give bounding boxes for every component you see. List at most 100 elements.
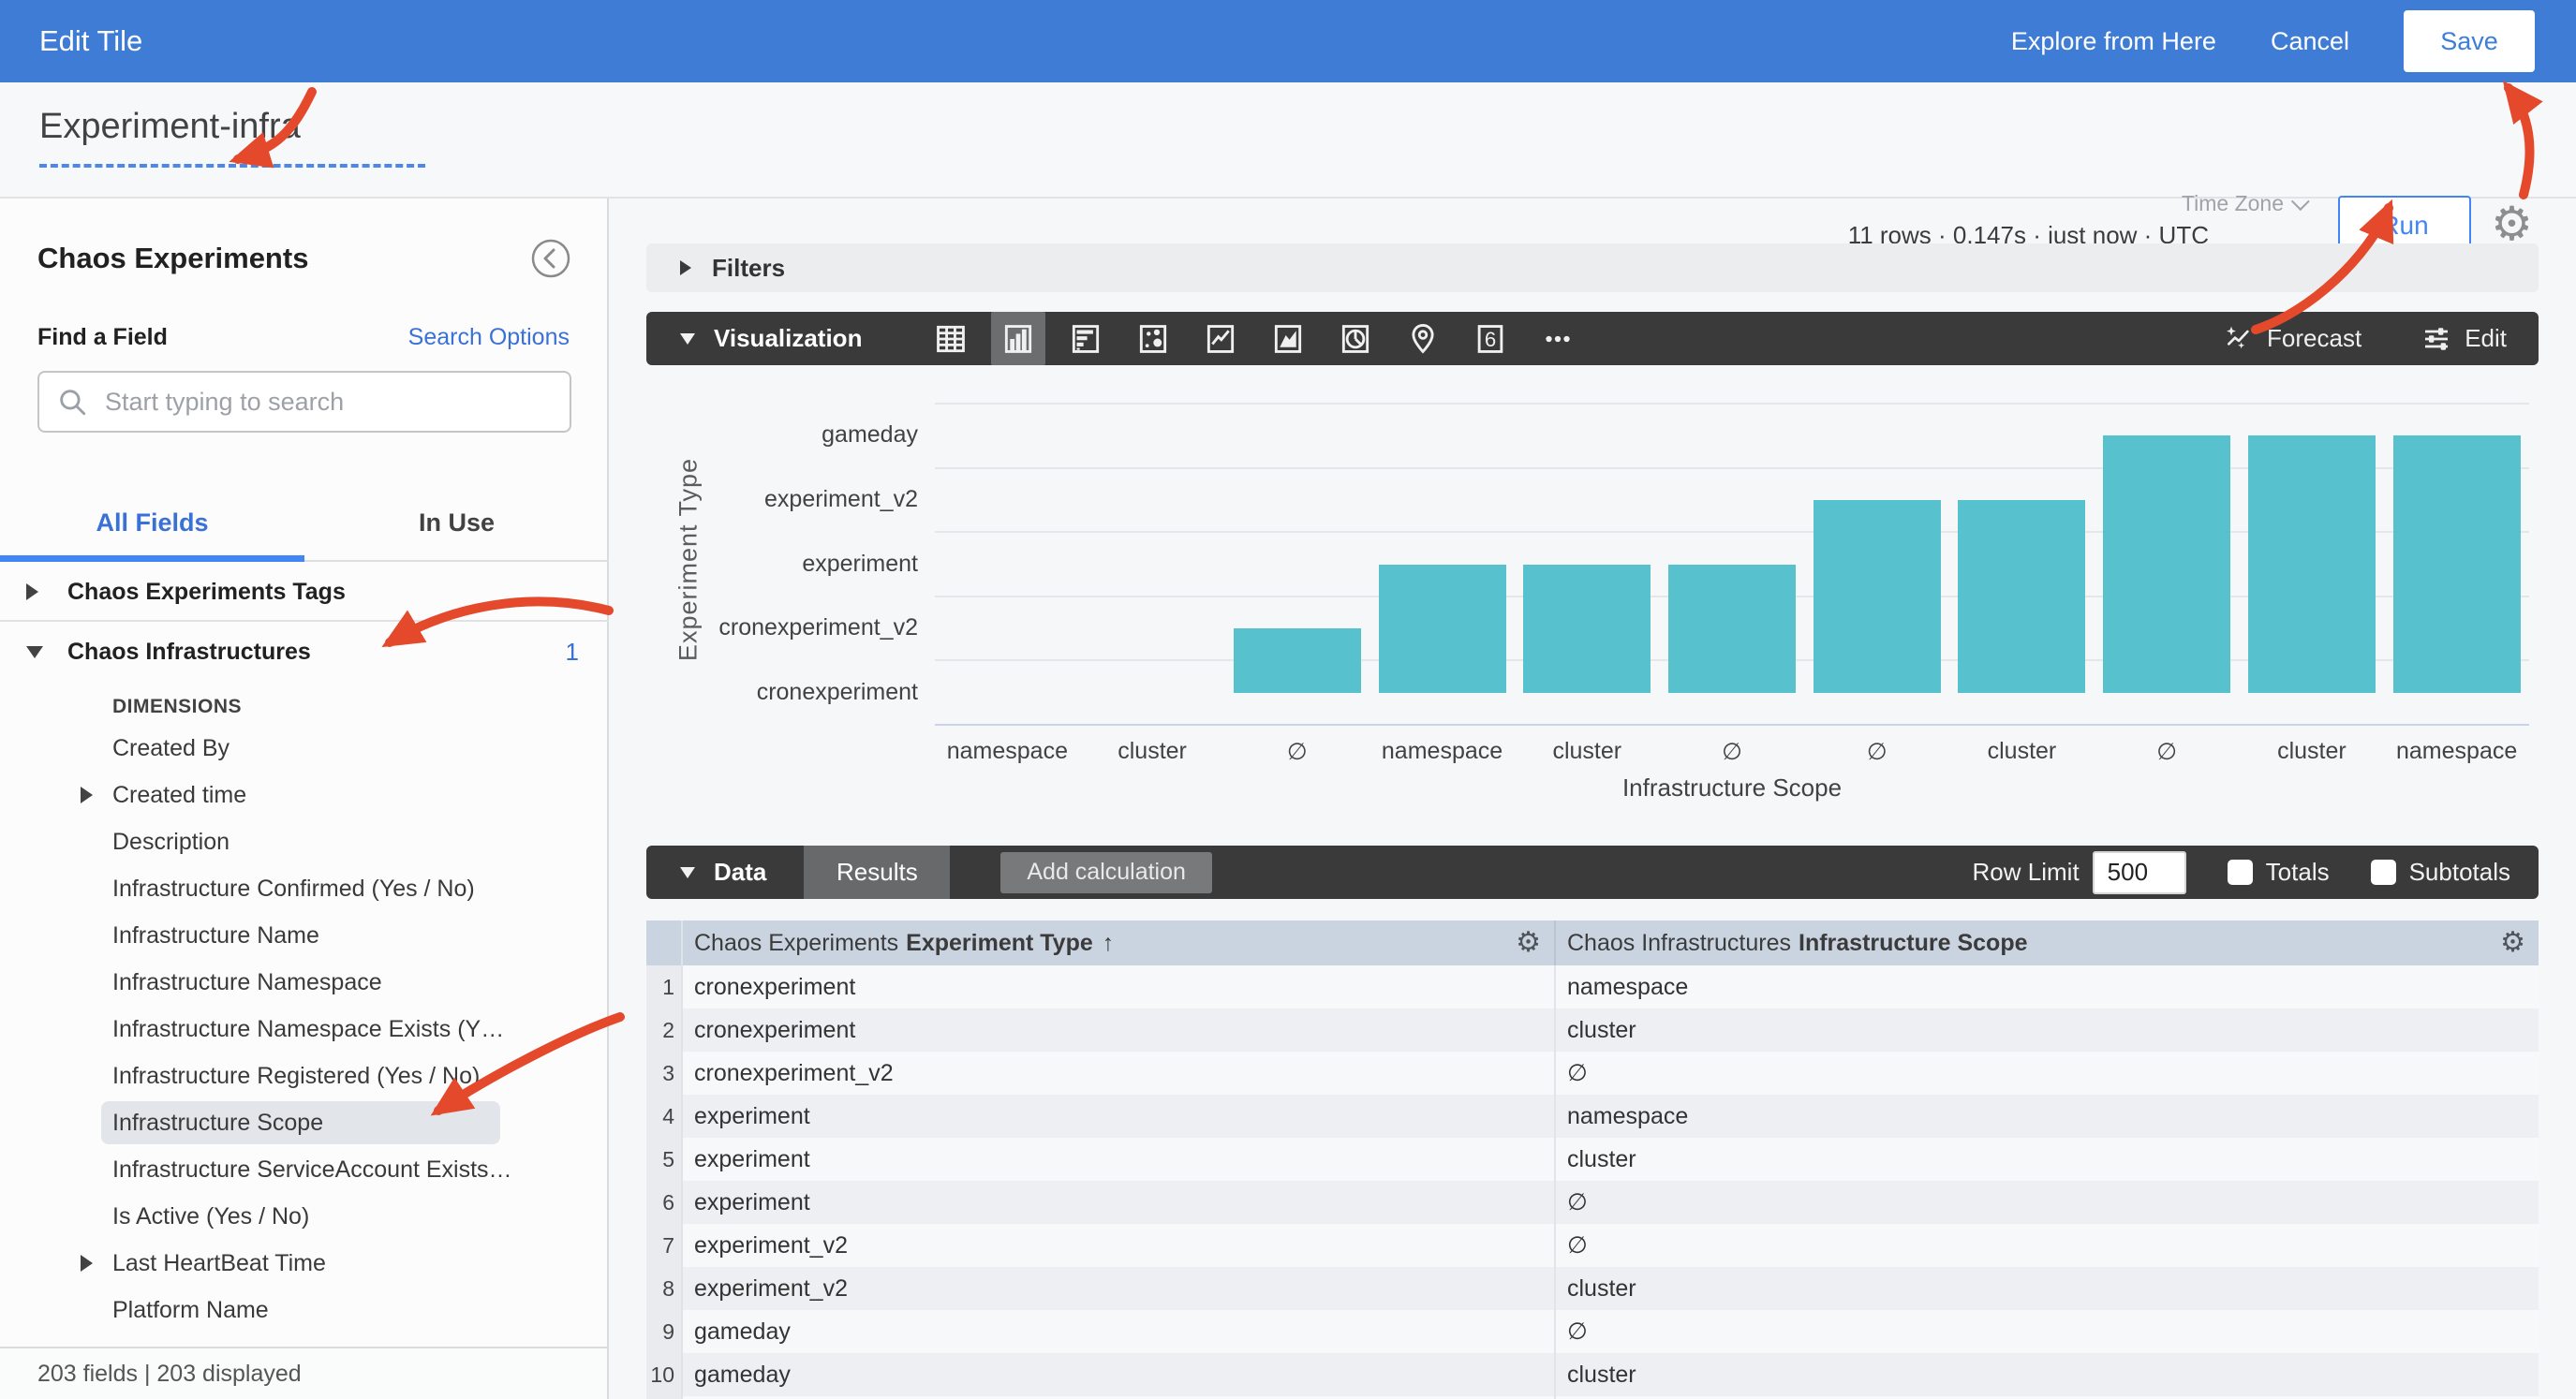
cell-experiment-type[interactable]: cronexperiment	[683, 1009, 1556, 1052]
chart-bar[interactable]	[2392, 435, 2521, 693]
cell-infrastructure-scope[interactable]: namespace	[1567, 1102, 1689, 1129]
viz-type-scatter-icon[interactable]	[1126, 312, 1180, 365]
results-table: Chaos Experiments Experiment Type ↑ ⚙ Ch…	[646, 920, 2539, 1399]
sidebar-item-infrastructure-name[interactable]: Infrastructure Name	[0, 912, 609, 959]
cell-infrastructure-scope[interactable]: ∅	[1567, 1060, 1588, 1086]
tab-in-use[interactable]: In Use	[418, 508, 496, 537]
gear-icon[interactable]: ⚙	[2491, 197, 2533, 251]
collapse-sidebar-icon[interactable]	[530, 238, 571, 279]
cell-experiment-type[interactable]: experiment	[683, 1181, 1556, 1224]
results-tab[interactable]: Results	[804, 846, 951, 899]
edit-viz-button[interactable]: Edit	[2421, 324, 2507, 354]
y-tick-label: cronexperiment_v2	[718, 614, 918, 641]
viz-type-more-icon[interactable]	[1531, 312, 1585, 365]
viz-type-bar-icon[interactable]	[1059, 312, 1113, 365]
sidebar-item-infrastructure-registered-yes-no[interactable]: Infrastructure Registered (Yes / No)	[0, 1053, 609, 1099]
column-header-infrastructure-scope[interactable]: Chaos Infrastructures Infrastructure Sco…	[1556, 920, 2539, 965]
search-input[interactable]	[105, 387, 553, 417]
viz-type-area-icon[interactable]	[1261, 312, 1315, 365]
row-limit-input[interactable]	[2092, 850, 2186, 894]
sidebar-item-chaos-experiments-tags[interactable]: Chaos Experiments Tags	[0, 569, 609, 614]
chart-bar[interactable]	[1958, 499, 2086, 693]
sidebar-item-is-active-yes-no[interactable]: Is Active (Yes / No)	[0, 1193, 609, 1240]
y-tick-label: gameday	[822, 421, 918, 449]
cell-experiment-type[interactable]: gameday	[683, 1310, 1556, 1353]
viz-type-pie-icon[interactable]	[1328, 312, 1383, 365]
cell-infrastructure-scope[interactable]: namespace	[1567, 973, 1689, 1000]
cell-experiment-type[interactable]: experiment	[683, 1095, 1556, 1138]
cell-infrastructure-scope[interactable]: ∅	[1567, 1232, 1588, 1259]
cell-experiment-type[interactable]: experiment_v2	[683, 1267, 1556, 1310]
cell-experiment-type[interactable]: gameday	[683, 1396, 1556, 1399]
cell-infrastructure-scope[interactable]: ∅	[1567, 1189, 1588, 1215]
field-search-box[interactable]	[37, 371, 571, 433]
cell-infrastructure-scope[interactable]: cluster	[1567, 1361, 1636, 1388]
chart-bar[interactable]	[1813, 499, 1941, 693]
chart-bar[interactable]	[1523, 564, 1651, 693]
sidebar-item-description[interactable]: Description	[0, 818, 609, 865]
save-button[interactable]: Save	[2404, 10, 2535, 72]
column-field-name: Infrastructure Scope	[1799, 929, 2028, 956]
column-header-experiment-type[interactable]: Chaos Experiments Experiment Type ↑ ⚙	[683, 920, 1556, 965]
chart-bar[interactable]	[2103, 435, 2231, 693]
tile-name-input[interactable]: Experiment-infra	[39, 107, 425, 168]
timezone-selector[interactable]: Time Zone	[2182, 191, 2310, 216]
column-gear-icon[interactable]: ⚙	[1516, 926, 1541, 959]
sidebar-item-removed-yes-no[interactable]: Removed (Yes / No)	[0, 1333, 609, 1347]
caret-down-icon[interactable]	[26, 645, 43, 658]
forecast-button[interactable]: Forecast	[2224, 324, 2361, 354]
caret-right-icon[interactable]	[81, 787, 93, 803]
cell-infrastructure-scope[interactable]: ∅	[1567, 1318, 1588, 1345]
cell-infrastructure-scope[interactable]: cluster	[1567, 1016, 1636, 1043]
viz-type-single-value-icon[interactable]: 6	[1463, 312, 1517, 365]
sidebar-item-created-by[interactable]: Created By	[0, 725, 609, 772]
caret-down-icon[interactable]	[680, 866, 695, 878]
sidebar-item-label: Created time	[112, 781, 247, 808]
table-row: 3 cronexperiment_v2 ∅	[646, 1052, 2539, 1095]
x-tick-label: ∅	[1286, 739, 1308, 765]
sidebar-item-label: Infrastructure Name	[112, 921, 319, 949]
chart-bar[interactable]	[1233, 628, 1361, 693]
sidebar-item-label: Infrastructure Registered (Yes / No)	[112, 1062, 481, 1089]
sidebar-item-infrastructure-confirmed-yes-no[interactable]: Infrastructure Confirmed (Yes / No)	[0, 865, 609, 912]
sidebar-item-created-time[interactable]: Created time	[0, 772, 609, 818]
viz-type-column-icon[interactable]	[991, 312, 1046, 365]
sidebar-item-infrastructure-namespace[interactable]: Infrastructure Namespace	[0, 959, 609, 1006]
sidebar-item-platform-name[interactable]: Platform Name	[0, 1287, 609, 1333]
viz-type-line-icon[interactable]	[1193, 312, 1248, 365]
caret-down-icon[interactable]	[680, 332, 695, 345]
cell-infrastructure-scope[interactable]: cluster	[1567, 1274, 1636, 1302]
table-row: 8 experiment_v2 cluster	[646, 1267, 2539, 1310]
filters-section-toggle[interactable]: Filters	[646, 243, 2539, 292]
cell-experiment-type[interactable]: gameday	[683, 1353, 1556, 1396]
sidebar-item-chaos-infrastructures[interactable]: Chaos Infrastructures 1	[0, 629, 609, 674]
totals-checkbox[interactable]	[2227, 860, 2253, 885]
subtotals-label: Subtotals	[2408, 858, 2510, 886]
column-gear-icon[interactable]: ⚙	[2500, 926, 2525, 959]
cell-experiment-type[interactable]: cronexperiment_v2	[683, 1052, 1556, 1095]
gridline	[935, 403, 2529, 405]
x-tick-label: ∅	[1722, 739, 1742, 765]
explore-from-here-link[interactable]: Explore from Here	[2010, 26, 2216, 55]
viz-type-map-icon[interactable]	[1396, 312, 1450, 365]
tab-all-fields[interactable]: All Fields	[0, 485, 304, 562]
cell-experiment-type[interactable]: experiment_v2	[683, 1224, 1556, 1267]
caret-right-icon[interactable]	[26, 583, 38, 600]
cancel-button[interactable]: Cancel	[2270, 26, 2349, 55]
cell-infrastructure-scope[interactable]: cluster	[1567, 1145, 1636, 1172]
sidebar-item-infrastructure-namespace-exists-y[interactable]: Infrastructure Namespace Exists (Y…	[0, 1006, 609, 1053]
sidebar-item-infrastructure-scope[interactable]: Infrastructure Scope	[0, 1099, 609, 1146]
chart-bar[interactable]	[2247, 435, 2376, 693]
sidebar-item-last-heartbeat-time[interactable]: Last HeartBeat Time	[0, 1240, 609, 1287]
cell-experiment-type[interactable]: experiment	[683, 1138, 1556, 1181]
chart-bar[interactable]	[1668, 564, 1796, 693]
caret-right-icon[interactable]	[81, 1255, 93, 1272]
sidebar-item-infrastructure-serviceaccount-exists[interactable]: Infrastructure ServiceAccount Exists…	[0, 1146, 609, 1193]
search-options-link[interactable]: Search Options	[407, 324, 570, 350]
viz-type-table-icon[interactable]	[924, 312, 978, 365]
cell-experiment-type[interactable]: cronexperiment	[683, 965, 1556, 1009]
x-tick-label: ∅	[2156, 739, 2178, 765]
chart-bar[interactable]	[1378, 564, 1506, 693]
add-calculation-button[interactable]: Add calculation	[1000, 851, 1212, 893]
subtotals-checkbox[interactable]	[2370, 860, 2396, 885]
